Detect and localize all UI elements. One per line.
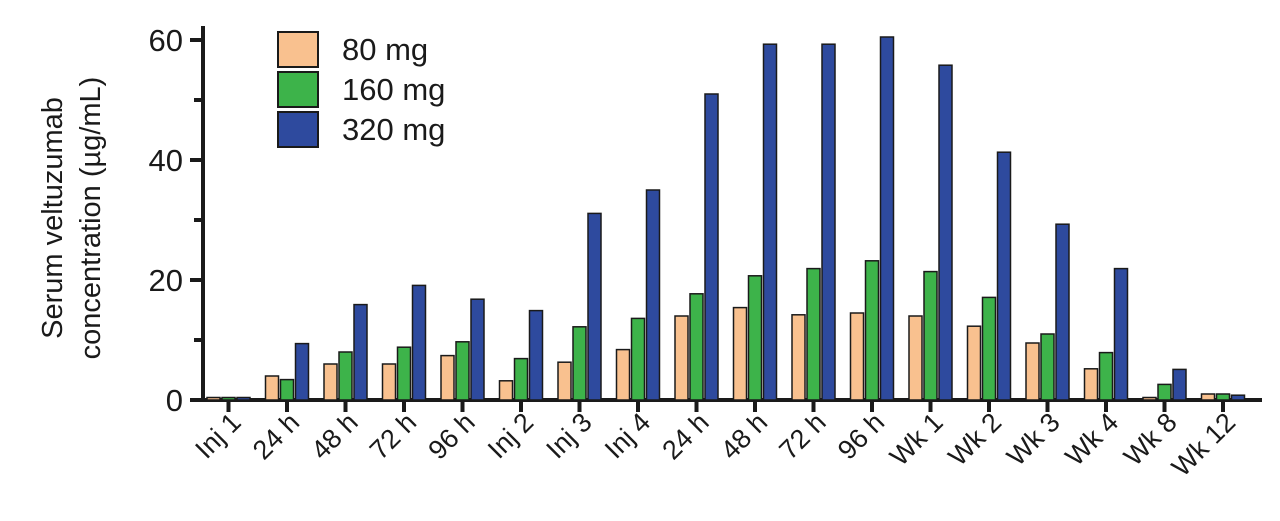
x-tick-label: Inj 1: [189, 407, 246, 464]
x-tick-label: 72 h: [773, 407, 831, 465]
bar-80-mg: [1083, 368, 1099, 401]
x-tick-label: Inj 3: [540, 407, 597, 464]
bar-320-mg: [645, 189, 661, 401]
bar-320-mg: [1113, 267, 1129, 401]
bar-80-mg: [381, 363, 397, 401]
x-tick-label: Wk 4: [1060, 407, 1125, 472]
x-tick-label: 48 h: [305, 407, 363, 465]
bar-160-mg: [747, 275, 763, 401]
bar-80-mg: [615, 348, 631, 401]
x-tick-label: 96 h: [832, 407, 890, 465]
y-tick-label: 60: [149, 23, 183, 58]
bar-160-mg: [1157, 383, 1172, 401]
x-tick-label: 24 h: [656, 407, 714, 465]
x-tick-label: 48 h: [715, 407, 773, 465]
legend-label: 320 mg: [342, 112, 445, 147]
bar-320-mg: [587, 212, 602, 401]
bar-320-mg: [294, 342, 310, 401]
x-tick-label: Wk 1: [884, 407, 949, 472]
bar-80-mg: [908, 315, 923, 401]
bar-160-mg: [513, 357, 529, 401]
bar-160-mg: [338, 351, 353, 401]
x-tick-label: Wk 12: [1166, 407, 1241, 482]
y-axis-title-line-1: Serum veltuzumab: [37, 97, 69, 339]
x-tick-label: 96 h: [422, 407, 480, 465]
bar-320-mg: [1055, 223, 1070, 401]
y-tick-label: 20: [149, 263, 183, 298]
bar-320-mg: [1230, 394, 1246, 401]
bar-80-mg: [1025, 342, 1040, 401]
bar-160-mg: [572, 326, 587, 401]
bar-320-mg: [1172, 368, 1187, 401]
bar-160-mg: [864, 260, 880, 401]
y-tick-label: 40: [149, 143, 183, 178]
bar-160-mg: [455, 341, 470, 401]
bar-160-mg: [806, 267, 821, 401]
bar-160-mg: [630, 317, 646, 401]
bar-320-mg: [470, 298, 485, 401]
bar-80-mg: [206, 396, 221, 401]
bar-320-mg: [821, 43, 836, 401]
bar-160-mg: [981, 296, 997, 401]
bar-80-mg: [440, 354, 455, 401]
bar-320-mg: [528, 309, 544, 401]
legend-swatch: [277, 111, 319, 148]
bar-160-mg: [923, 270, 938, 401]
x-tick-label: Inj 2: [482, 407, 539, 464]
legend-label: 160 mg: [342, 72, 445, 107]
bar-160-mg: [1098, 351, 1114, 401]
y-tick-label: 0: [166, 383, 183, 418]
x-tick-label: Wk 2: [943, 407, 1008, 472]
bar-320-mg: [236, 396, 251, 401]
bar-80-mg: [791, 314, 806, 401]
bar-160-mg: [279, 378, 295, 401]
bar-160-mg: [396, 346, 412, 401]
y-axis-title-line-2: concentration (µg/mL): [75, 77, 107, 360]
bar-320-mg: [411, 284, 427, 401]
y-axis-title: Serum veltuzumab concentration (µg/mL): [37, 77, 107, 360]
bar-160-mg: [221, 396, 236, 401]
x-tick-label: 24 h: [247, 407, 305, 465]
legend-swatch: [277, 71, 319, 108]
x-tick-label: Wk 3: [1001, 407, 1066, 472]
bar-160-mg: [1215, 393, 1231, 401]
legend-swatch: [277, 31, 319, 68]
legend: 80 mg 160 mg 320 mg: [277, 31, 445, 148]
bar-80-mg: [732, 306, 748, 401]
bar-320-mg: [762, 43, 778, 401]
bar-80-mg: [264, 375, 280, 401]
bar-160-mg: [689, 293, 704, 401]
bar-160-mg: [1040, 333, 1055, 401]
bar-320-mg: [996, 151, 1012, 401]
legend-label: 80 mg: [342, 32, 428, 67]
bar-80-mg: [557, 361, 572, 401]
x-tick-label: Inj 4: [599, 407, 656, 464]
bar-320-mg: [353, 303, 368, 401]
bar-80-mg: [674, 315, 689, 401]
bar-80-mg: [1200, 393, 1216, 401]
bar-80-mg: [1142, 396, 1157, 401]
bar-80-mg: [966, 325, 982, 401]
bar-80-mg: [498, 380, 514, 401]
x-tick-label: 72 h: [364, 407, 422, 465]
bar-320-mg: [938, 64, 953, 401]
bar-320-mg: [704, 93, 719, 401]
bar-80-mg: [849, 312, 865, 401]
bar-80-mg: [323, 363, 338, 401]
bar-320-mg: [879, 36, 895, 401]
